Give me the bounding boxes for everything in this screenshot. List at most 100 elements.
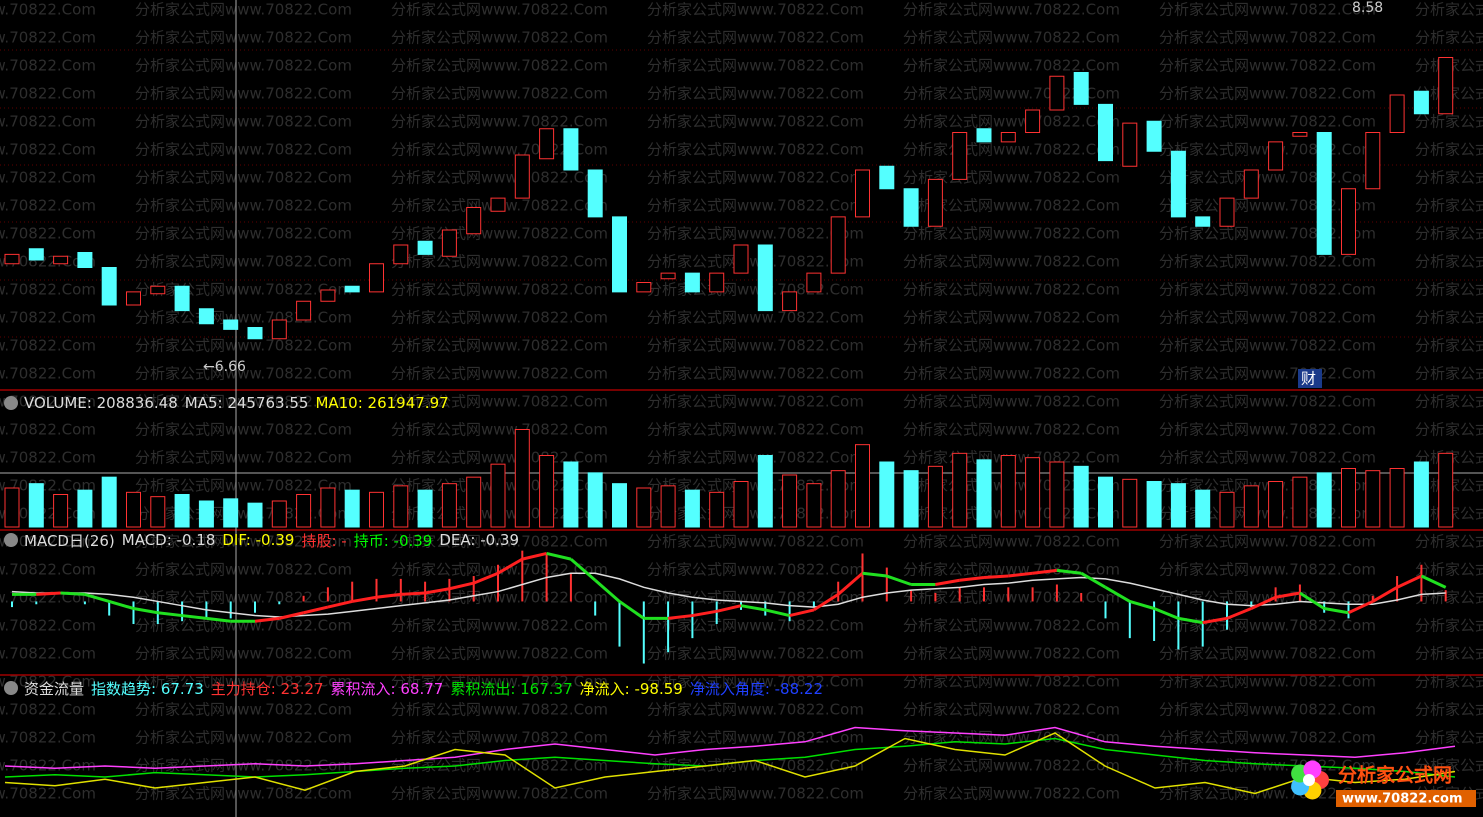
dif-segment [886,574,912,586]
candle-body [1243,169,1259,199]
watermark: 分析家公式网www.70822.Com [0,1,96,19]
watermark: 分析家公式网www.70822.Com [0,449,96,467]
watermark: 分析家公式网www.70822.Com [391,533,608,551]
watermark: 分析家公式网www.70822.Com [0,225,96,243]
watermark: 分析家公式网www.70822.Com [903,533,1120,551]
logo-petal [1303,760,1322,779]
watermark: 分析家公式网www.70822.Com [0,365,96,383]
indicator-label: MA10: 261947.97 [315,394,449,412]
watermark: 分析家公式网www.70822.Com [1159,701,1376,719]
dif-segment [60,591,85,596]
watermark: 分析家公式网www.70822.Com [0,785,96,803]
indicator-label: 指数趋势: 67.73 [91,679,204,698]
watermark: 分析家公式网www.70822.Com [903,785,1120,803]
dif-segment [983,574,1009,579]
dif-segment [667,614,693,620]
watermark: 分析家公式网www.70822.Com [647,57,864,75]
marker-bg [1298,369,1322,388]
watermark: 分析家公式网www.70822.Com [903,365,1120,383]
watermark: 分析家公式网www.70822.Com [135,141,352,159]
volume-bar [1025,457,1041,528]
watermark: 分析家公式网www.70822.Com [391,785,608,803]
dif-segment [1347,600,1374,615]
dif-segment [449,581,475,591]
volume-bar [466,476,482,528]
volume-bar [1341,468,1356,528]
dif-segment [764,608,790,618]
candle-body [77,252,93,268]
flow-line [4,732,1456,795]
watermark: 分析家公式网www.70822.Com [903,421,1120,439]
watermark: 分析家公式网www.70822.Com [0,281,96,299]
watermark: 分析家公式网www.70822.Com [1159,309,1376,327]
volume-bar [77,489,93,528]
candle-body [247,327,263,340]
watermark: 分析家公式网www.70822.Com [135,421,352,439]
candle-body [28,248,44,261]
watermark: 分析家公式网www.70822.Com [1415,533,1483,551]
indicator-label: 主力持仓: 23.27 [210,679,324,698]
watermark: 分析家公式网www.70822.Com [391,561,608,579]
watermark: 分析家公式网www.70822.Com [0,561,96,579]
watermark: 分析家公式网www.70822.Com [647,701,864,719]
watermark: 分析家公式网www.70822.Com [1159,1,1376,19]
volume-bar [1268,481,1284,528]
candle-body [1170,150,1186,218]
watermark: 分析家公式网www.70822.Com [903,645,1120,663]
candle-body [927,178,943,227]
watermark: 分析家公式网www.70822.Com [391,309,608,327]
watermark: 分析家公式网www.70822.Com [647,113,864,131]
watermark: 分析家公式网www.70822.Com [1159,785,1376,803]
candle-body [320,289,336,302]
dif-segment [692,609,717,618]
watermark: 分析家公式网www.70822.Com [391,701,608,719]
watermark: 分析家公式网www.70822.Com [1415,589,1483,607]
watermark: 分析家公式网www.70822.Com [1159,85,1376,103]
candle-body [733,244,749,274]
watermark: 分析家公式网www.70822.Com [903,701,1120,719]
volume-bar [1000,455,1016,528]
volume-bar [369,491,384,528]
watermark: 分析家公式网www.70822.Com [391,1,608,19]
watermark: 分析家公式网www.70822.Com [647,281,864,299]
volume-bar [1098,476,1113,528]
dif-segment [473,571,499,585]
watermark: 分析家公式网www.70822.Com [647,533,864,551]
watermark: 分析家公式网www.70822.Com [135,449,352,467]
indicator-label: 持币: -0.39 [353,531,433,550]
watermark: 分析家公式网www.70822.Com [1415,701,1483,719]
indicator-label: 持股: - [301,531,347,550]
watermark: 分析家公式网www.70822.Com [647,85,864,103]
volume-bar [976,459,992,528]
dif-segment [1056,568,1082,575]
toggle[interactable] [4,533,18,547]
candle-body [1219,197,1235,227]
watermark: 分析家公式网www.70822.Com [1415,561,1483,579]
watermark: 分析家公式网www.70822.Com [391,617,608,635]
candle-body [660,272,676,280]
dif-segment [351,595,377,603]
volume-bar [806,483,822,528]
volume-bar [271,500,287,528]
dea-line [11,572,1446,618]
dif-segment [959,575,985,582]
watermark: 分析家公式网www.70822.Com [391,673,608,691]
candle-body [174,285,190,312]
toggle[interactable] [4,396,18,410]
dif-segment [424,587,450,595]
candle-body [563,128,579,171]
volume-bar [150,496,166,528]
watermark: 分析家公式网www.70822.Com [1159,561,1376,579]
watermark: 分析家公式网www.70822.Com [391,729,608,747]
watermark: 分析家公式网www.70822.Com [647,449,864,467]
volume-bar [417,489,433,528]
volume-bar [903,470,919,528]
candle-body [1025,109,1041,133]
toggle[interactable] [4,681,18,695]
watermark: 分析家公式网www.70822.Com [903,197,1120,215]
watermark: 分析家公式网www.70822.Com [135,561,352,579]
candle-body [1049,75,1065,111]
indicator-label: VOLUME: 208836.48 [24,394,178,412]
